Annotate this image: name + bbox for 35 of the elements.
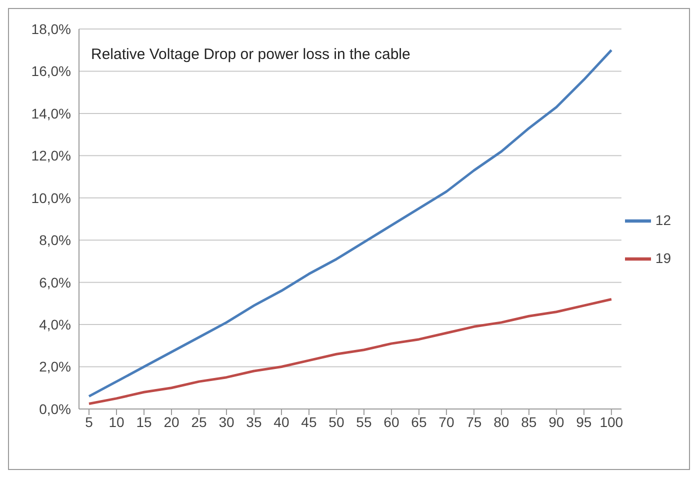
x-tick-label: 15 [136,414,152,430]
legend-label: 19 [655,250,671,266]
y-tick-label: 0,0% [39,400,71,417]
line-series [88,298,613,405]
y-tick-label: 10,0% [31,190,71,206]
x-tick-label: 30 [218,414,234,430]
x-tick-label: 20 [164,414,180,430]
x-tick-label: 35 [246,414,262,430]
y-tick-label: 8,0% [39,232,71,248]
legend-label: 12 [655,212,671,228]
x-tick-label: 65 [411,414,427,430]
x-tick-label: 45 [301,414,317,430]
x-tick-label: 25 [191,414,207,430]
y-tick-label: 14,0% [31,105,71,122]
x-tick-label: 90 [548,414,564,430]
x-tick-label: 95 [576,414,592,430]
y-tick-label: 18,0% [31,20,71,37]
x-tick-label: 55 [356,414,372,430]
x-tick-label: 50 [328,414,344,430]
y-tick-label: 16,0% [31,63,71,80]
y-tick-label: 2,0% [39,358,71,375]
y-tick-label: 4,0% [39,316,71,333]
x-tick-label: 60 [384,414,400,430]
text: Relative Voltage Drop or power loss in the cable [91,46,410,63]
x-tick-label: 5 [85,414,94,430]
y-tick-label: 12,0% [31,148,71,164]
x-tick-label: 100 [600,414,624,430]
x-tick-label: 70 [438,414,454,430]
y-tick-label: 6,0% [39,274,71,290]
x-tick-label: 40 [274,414,290,430]
line-series [88,48,613,398]
x-tick-label: 85 [521,414,537,430]
x-tick-label: 75 [466,414,482,430]
x-tick-label: 80 [494,414,510,430]
x-tick-label: 10 [108,414,124,430]
